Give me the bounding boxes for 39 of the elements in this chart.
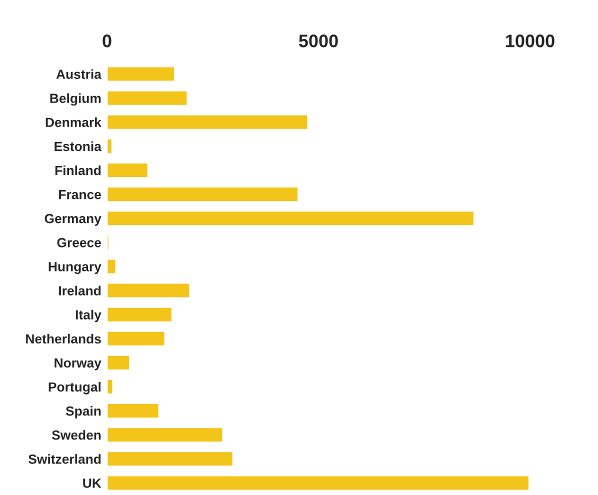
bar (107, 90, 188, 106)
y-tick-label: Portugal (48, 382, 101, 394)
y-tick-label: Austria (56, 69, 102, 79)
y-tick-label: Finland (55, 165, 101, 176)
bar (107, 378, 114, 395)
y-tick-label: Sweden (52, 430, 101, 440)
y-tick-label: Germany (44, 214, 102, 226)
y-tick-label: Switzerland (28, 454, 101, 464)
bar (107, 66, 176, 82)
y-tick-label: Estonia (54, 141, 102, 152)
bar (107, 114, 309, 130)
x-tick-label: 5000 (298, 34, 338, 48)
bar (107, 138, 113, 154)
y-tick-label: Belgium (50, 93, 101, 106)
y-tick-label: Norway (54, 358, 102, 370)
x-tick-label: 0 (102, 34, 112, 48)
bar (107, 354, 131, 371)
bar (107, 210, 475, 227)
y-tick-label: Italy (76, 310, 102, 322)
y-tick-label: France (59, 190, 101, 200)
bar (107, 234, 110, 251)
bar (107, 474, 530, 492)
y-tick-label: UK (83, 478, 102, 488)
bar (107, 426, 224, 444)
bar (107, 450, 234, 468)
bar (107, 306, 173, 323)
y-tick-label: Denmark (46, 117, 102, 128)
y-tick-label: Spain (66, 406, 101, 418)
y-tick-label: Ireland (59, 286, 101, 296)
bar (107, 282, 191, 299)
bar (107, 162, 149, 178)
bar (107, 186, 299, 202)
y-tick-label: Greece (57, 238, 101, 248)
y-tick-label: Hungary (48, 262, 102, 274)
x-tick-label: 10000 (506, 34, 554, 48)
bar (107, 330, 166, 347)
bar (107, 402, 160, 419)
y-tick-label: Netherlands (26, 334, 101, 344)
bar (107, 258, 117, 275)
